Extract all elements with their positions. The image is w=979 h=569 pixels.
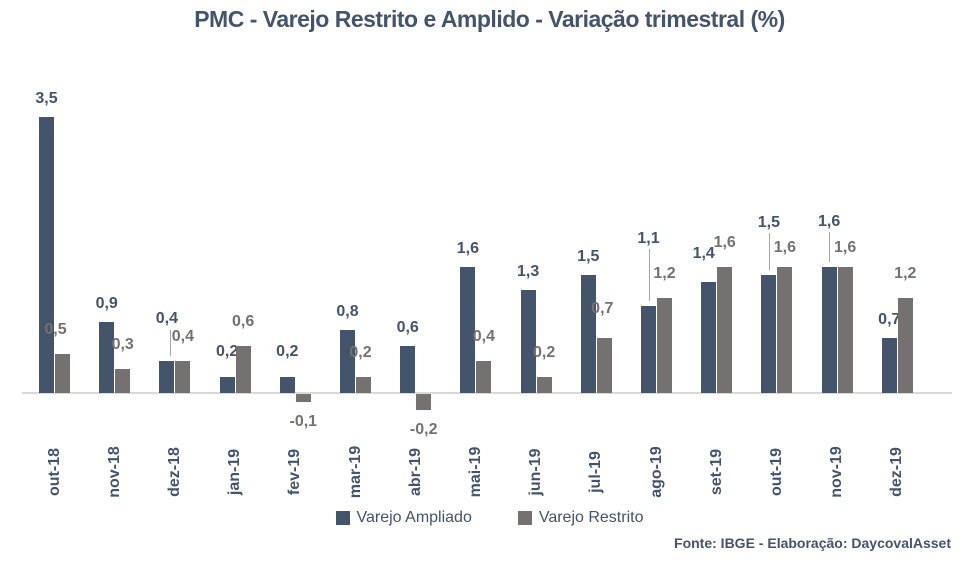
x-tick-mai-19: mai-19 [466,446,484,498]
bar-ampliado-mai-19 [460,266,476,393]
x-tick-dez-18: dez-18 [165,447,183,497]
value-label-restrito-fev-19: -0,1 [289,412,318,430]
x-tick-fev-19: fev-19 [286,448,304,496]
bar-restrito-dez-19 [897,298,913,393]
bar-ampliado-jun-19 [520,290,536,393]
bar-restrito-fev-19 [295,394,311,402]
legend-label-restrito: Varejo Restrito [538,509,644,526]
legend-swatch-ampliado-icon [335,511,350,525]
value-label-ampliado-out-19: 1,5 [757,213,781,231]
source-note: Fonte: IBGE - Elaboração: DaycovalAsset [674,535,951,551]
chart-title: PMC - Varejo Restrito e Amplido - Variaç… [194,6,785,32]
value-label-ampliado-dez-19: 0,7 [878,310,901,328]
bar-restrito-dez-18 [175,361,191,393]
value-label-restrito-set-19: 1,6 [713,233,736,251]
legend-swatch-restrito-icon [517,511,532,525]
legend-item-varejo-restrito: Varejo Restrito [517,509,644,527]
value-label-ampliado-abr-19: 0,6 [396,318,419,336]
bar-ampliado-jul-19 [580,274,596,393]
bar-restrito-nov-19 [837,266,853,393]
x-tick-set-19: set-19 [707,448,725,496]
value-label-ampliado-jun-19: 1,3 [516,263,540,281]
x-tick-ago-19: ago-19 [647,446,665,498]
label-leader-line-ampliado-out-19 [768,232,770,270]
bar-ampliado-set-19 [701,282,717,393]
bar-restrito-nov-18 [115,369,131,393]
value-label-ampliado-jan-19: 0,2 [215,343,239,361]
value-label-ampliado-jul-19: 1,5 [577,247,600,265]
value-label-restrito-nov-19: 1,6 [833,238,857,256]
x-tick-mar-19: mar-19 [346,445,364,499]
value-label-restrito-abr-19: -0,2 [409,420,438,438]
bar-ampliado-dez-19 [881,337,897,393]
value-label-ampliado-out-18: 3,5 [35,89,58,107]
label-leader-line-ampliado-ago-19 [648,249,650,302]
value-label-restrito-jul-19: 0,7 [591,299,614,317]
value-label-ampliado-mai-19: 1,6 [456,239,480,257]
legend-label-ampliado: Varejo Ampliado [356,509,472,526]
label-leader-line-ampliado-nov-19 [829,231,831,262]
value-label-restrito-dez-18: 0,4 [171,328,195,346]
legend-item-varejo-ampliado: Varejo Ampliado [335,509,472,527]
value-label-restrito-jan-19: 0,6 [231,312,255,330]
bar-ampliado-jan-19 [219,377,235,393]
x-tick-out-19: out-19 [767,448,785,496]
label-leader-line-restrito-dez-18 [169,330,171,357]
bar-restrito-mai-19 [476,361,492,393]
x-tick-dez-19: dez-19 [888,447,906,497]
bar-ampliado-nov-18 [99,321,115,393]
bar-ampliado-out-19 [761,274,777,393]
bar-ampliado-ago-19 [641,306,656,393]
value-label-restrito-mai-19: 0,4 [472,328,496,346]
value-label-ampliado-ago-19: 1,1 [637,230,660,248]
value-label-ampliado-dez-18: 0,4 [155,310,179,328]
value-label-restrito-nov-18: 0,3 [111,336,134,354]
bar-ampliado-out-18 [39,116,54,393]
bar-restrito-out-18 [55,353,70,393]
value-label-restrito-ago-19: 1,2 [653,265,676,283]
bar-restrito-mar-19 [356,377,371,393]
value-label-ampliado-nov-18: 0,9 [95,294,118,312]
bar-restrito-ago-19 [657,298,672,393]
value-label-ampliado-nov-19: 1,6 [817,212,841,230]
value-label-restrito-mar-19: 0,2 [349,344,372,362]
bar-ampliado-abr-19 [400,345,416,393]
bar-restrito-out-19 [777,266,793,393]
x-tick-jun-19: jun-19 [527,448,545,496]
value-label-ampliado-set-19: 1,4 [692,245,715,263]
value-label-restrito-jun-19: 0,2 [532,344,556,362]
x-tick-abr-19: abr-19 [406,447,424,497]
value-label-ampliado-mar-19: 0,8 [336,302,359,320]
bar-restrito-jan-19 [235,345,251,393]
bar-ampliado-fev-19 [279,377,295,393]
x-tick-out-18: out-18 [45,448,63,496]
bar-restrito-jun-19 [536,377,552,393]
x-axis-line [22,392,952,394]
x-tick-jul-19: jul-19 [587,451,605,493]
value-label-ampliado-fev-19: 0,2 [276,343,299,361]
bar-restrito-set-19 [717,266,733,393]
bar-ampliado-dez-18 [159,361,175,393]
x-tick-nov-18: nov-18 [105,446,123,498]
x-tick-jan-19: jan-19 [226,448,244,496]
value-label-restrito-dez-19: 1,2 [894,265,917,283]
x-tick-nov-19: nov-19 [828,446,846,498]
value-label-restrito-out-18: 0,5 [44,320,67,338]
bar-restrito-abr-19 [416,394,432,410]
bar-ampliado-nov-19 [821,266,837,393]
chart-legend: Varejo Ampliado Varejo Restrito [0,509,979,527]
bar-ampliado-mar-19 [340,329,355,393]
value-label-restrito-out-19: 1,6 [773,238,797,256]
bar-restrito-jul-19 [596,337,612,393]
